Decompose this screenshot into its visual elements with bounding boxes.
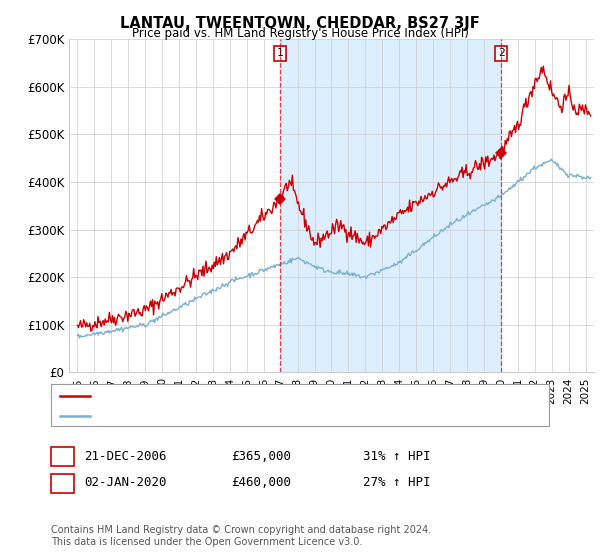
Text: LANTAU, TWEENTOWN, CHEDDAR, BS27 3JF (detached house): LANTAU, TWEENTOWN, CHEDDAR, BS27 3JF (de… [96,391,442,401]
Text: 1: 1 [59,450,66,463]
Text: 02-JAN-2020: 02-JAN-2020 [84,476,167,489]
Text: 21-DEC-2006: 21-DEC-2006 [84,450,167,463]
Text: 2: 2 [497,49,505,58]
Text: 31% ↑ HPI: 31% ↑ HPI [363,450,431,463]
Text: Price paid vs. HM Land Registry's House Price Index (HPI): Price paid vs. HM Land Registry's House … [131,27,469,40]
Text: LANTAU, TWEENTOWN, CHEDDAR, BS27 3JF: LANTAU, TWEENTOWN, CHEDDAR, BS27 3JF [120,16,480,31]
Text: £460,000: £460,000 [231,476,291,489]
Text: 27% ↑ HPI: 27% ↑ HPI [363,476,431,489]
Text: 2: 2 [59,476,66,489]
Bar [280,39,501,372]
Text: HPI: Average price, detached house, Somerset: HPI: Average price, detached house, Some… [96,410,356,421]
Text: Contains HM Land Registry data © Crown copyright and database right 2024.
This d: Contains HM Land Registry data © Crown c… [51,525,431,547]
Text: £365,000: £365,000 [231,450,291,463]
Text: 1: 1 [277,49,284,58]
